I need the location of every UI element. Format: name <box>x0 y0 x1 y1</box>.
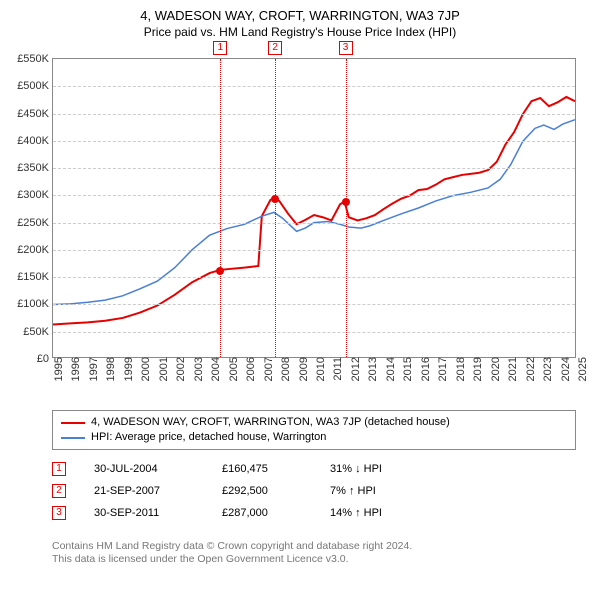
x-tick-label: 1998 <box>101 357 117 381</box>
legend-swatch <box>61 437 85 439</box>
legend-swatch <box>61 422 85 424</box>
marker-dot <box>271 195 279 203</box>
x-tick-label: 2006 <box>241 357 257 381</box>
sales-diff: 7% ↑ HPI <box>330 485 420 497</box>
y-tick-label: £200K <box>17 244 53 256</box>
sales-marker-number: 2 <box>52 484 66 498</box>
legend: 4, WADESON WAY, CROFT, WARRINGTON, WA3 7… <box>52 410 576 450</box>
x-tick-label: 2021 <box>503 357 519 381</box>
x-tick-label: 2015 <box>398 357 414 381</box>
gridline-h <box>53 114 575 115</box>
plot-area: £0£50K£100K£150K£200K£250K£300K£350K£400… <box>52 58 576 358</box>
x-tick-label: 2023 <box>538 357 554 381</box>
y-tick-label: £50K <box>23 326 53 338</box>
gridline-h <box>53 304 575 305</box>
x-tick-label: 2004 <box>206 357 222 381</box>
gridline-h <box>53 332 575 333</box>
x-tick-label: 2012 <box>346 357 362 381</box>
x-tick-label: 2019 <box>468 357 484 381</box>
footer-line-2: This data is licensed under the Open Gov… <box>52 553 412 566</box>
marker-vline <box>275 59 276 357</box>
y-tick-label: £450K <box>17 108 53 120</box>
y-tick-label: £250K <box>17 217 53 229</box>
sales-row: 1 30-JUL-2004 £160,475 31% ↓ HPI <box>52 458 420 480</box>
gridline-h <box>53 277 575 278</box>
legend-label: 4, WADESON WAY, CROFT, WARRINGTON, WA3 7… <box>91 415 450 430</box>
x-tick-label: 1999 <box>119 357 135 381</box>
sales-marker-number: 1 <box>52 462 66 476</box>
chart-container: 4, WADESON WAY, CROFT, WARRINGTON, WA3 7… <box>0 0 600 590</box>
sales-price: £160,475 <box>222 463 302 475</box>
y-tick-label: £100K <box>17 298 53 310</box>
x-tick-label: 2005 <box>224 357 240 381</box>
legend-label: HPI: Average price, detached house, Warr… <box>91 430 326 445</box>
chart-title: 4, WADESON WAY, CROFT, WARRINGTON, WA3 7… <box>0 0 600 23</box>
y-tick-label: £400K <box>17 135 53 147</box>
gridline-h <box>53 168 575 169</box>
gridline-h <box>53 141 575 142</box>
y-tick-label: £500K <box>17 80 53 92</box>
sales-row: 2 21-SEP-2007 £292,500 7% ↑ HPI <box>52 480 420 502</box>
footer-line-1: Contains HM Land Registry data © Crown c… <box>52 540 412 553</box>
x-tick-label: 2017 <box>433 357 449 381</box>
x-tick-label: 2016 <box>416 357 432 381</box>
y-tick-label: £300K <box>17 189 53 201</box>
marker-label: 2 <box>268 41 282 55</box>
x-tick-label: 2022 <box>521 357 537 381</box>
x-tick-label: 2010 <box>311 357 327 381</box>
sales-table: 1 30-JUL-2004 £160,475 31% ↓ HPI 2 21-SEP-200… <box>52 458 420 524</box>
x-tick-label: 1997 <box>84 357 100 381</box>
x-tick-label: 2025 <box>573 357 589 381</box>
sales-row: 3 30-SEP-2011 £287,000 14% ↑ HPI <box>52 502 420 524</box>
gridline-h <box>53 250 575 251</box>
x-tick-label: 2003 <box>189 357 205 381</box>
x-tick-label: 2018 <box>451 357 467 381</box>
gridline-h <box>53 86 575 87</box>
sales-date: 21-SEP-2007 <box>94 485 194 497</box>
y-tick-label: £350K <box>17 162 53 174</box>
sales-diff: 14% ↑ HPI <box>330 507 420 519</box>
x-tick-label: 1995 <box>49 357 65 381</box>
series-line <box>53 97 575 325</box>
marker-dot <box>216 267 224 275</box>
sales-diff: 31% ↓ HPI <box>330 463 420 475</box>
sales-price: £292,500 <box>222 485 302 497</box>
marker-label: 1 <box>213 41 227 55</box>
y-tick-label: £150K <box>17 271 53 283</box>
sales-date: 30-JUL-2004 <box>94 463 194 475</box>
x-tick-label: 2000 <box>136 357 152 381</box>
marker-dot <box>342 198 350 206</box>
x-tick-label: 2008 <box>276 357 292 381</box>
marker-vline <box>346 59 347 357</box>
x-tick-label: 2013 <box>363 357 379 381</box>
legend-row: HPI: Average price, detached house, Warr… <box>61 430 567 445</box>
x-tick-label: 2024 <box>556 357 572 381</box>
x-tick-label: 2002 <box>171 357 187 381</box>
x-tick-label: 2009 <box>294 357 310 381</box>
gridline-h <box>53 223 575 224</box>
sales-price: £287,000 <box>222 507 302 519</box>
x-tick-label: 2014 <box>381 357 397 381</box>
marker-vline <box>220 59 221 357</box>
marker-label: 3 <box>339 41 353 55</box>
x-tick-label: 2020 <box>486 357 502 381</box>
x-tick-label: 2007 <box>259 357 275 381</box>
chart-subtitle: Price paid vs. HM Land Registry's House … <box>0 23 600 45</box>
x-tick-label: 1996 <box>66 357 82 381</box>
sales-marker-number: 3 <box>52 506 66 520</box>
footer: Contains HM Land Registry data © Crown c… <box>52 540 412 566</box>
x-tick-label: 2001 <box>154 357 170 381</box>
legend-row: 4, WADESON WAY, CROFT, WARRINGTON, WA3 7… <box>61 415 567 430</box>
chart-lines-svg <box>53 59 575 357</box>
sales-date: 30-SEP-2011 <box>94 507 194 519</box>
y-tick-label: £550K <box>17 53 53 65</box>
x-tick-label: 2011 <box>328 357 344 381</box>
gridline-h <box>53 195 575 196</box>
